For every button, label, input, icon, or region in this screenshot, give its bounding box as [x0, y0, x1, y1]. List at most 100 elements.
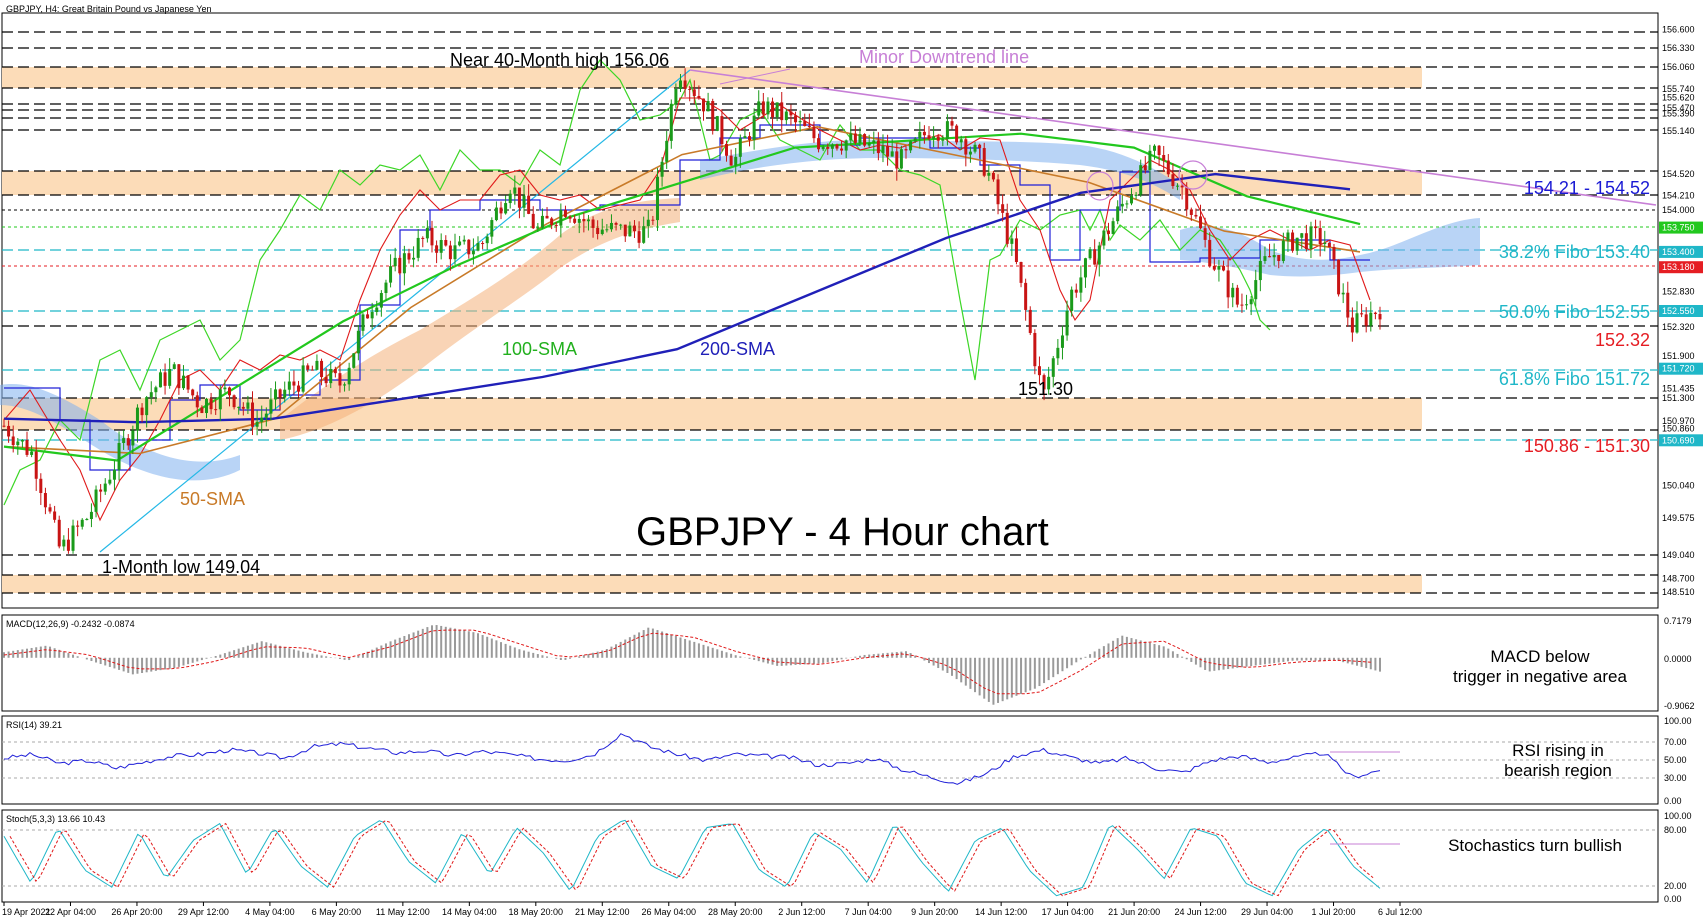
- candle-body: [1106, 230, 1110, 234]
- time-axis-label: 22 Apr 04:00: [45, 907, 96, 917]
- rsi-note-line2: bearish region: [1504, 761, 1612, 780]
- candle-body: [798, 121, 802, 123]
- candle-body: [356, 330, 360, 354]
- candle-body: [904, 149, 908, 151]
- candle-body: [1360, 313, 1364, 315]
- time-axis-label: 29 Apr 12:00: [178, 907, 229, 917]
- candle-body: [1162, 155, 1166, 161]
- candle-body: [508, 193, 512, 204]
- candle-body: [283, 389, 287, 398]
- candle-body: [241, 406, 245, 409]
- candle-body: [899, 149, 903, 169]
- candle-body: [1245, 304, 1249, 306]
- candle-body: [375, 307, 379, 312]
- candle-body: [1166, 160, 1170, 175]
- candle-body: [1143, 165, 1147, 171]
- candle-body: [1129, 195, 1133, 204]
- candle-body: [1222, 265, 1226, 271]
- candle-body: [1185, 187, 1189, 210]
- candle-body: [57, 519, 61, 547]
- level-label-fib-382: 38.2% Fibo 153.40: [1499, 242, 1650, 262]
- candle-body: [287, 381, 291, 390]
- candle-body: [757, 101, 761, 116]
- candle-body: [1268, 256, 1272, 258]
- candle-body: [890, 151, 894, 157]
- candle-body: [462, 239, 466, 242]
- candle-body: [1350, 317, 1354, 333]
- candle-body: [720, 116, 724, 145]
- candle-body: [803, 121, 807, 127]
- candle-body: [1139, 165, 1143, 195]
- time-axis-label: 24 Jun 12:00: [1175, 907, 1227, 917]
- candle-body: [927, 135, 931, 139]
- candle-body: [959, 139, 963, 143]
- candle-body: [1277, 255, 1281, 261]
- candle-body: [780, 102, 784, 121]
- candle-body: [140, 407, 144, 416]
- candle-body: [1120, 203, 1124, 207]
- candle-body: [766, 101, 770, 115]
- candle-body: [1083, 258, 1087, 278]
- candle-body: [163, 372, 167, 386]
- rsi-label: RSI(14) 39.21: [6, 720, 62, 730]
- candle-body: [982, 148, 986, 176]
- time-axis-label: 14 May 04:00: [442, 907, 497, 917]
- price-axis-label: 155.740: [1662, 84, 1695, 94]
- candle-body: [379, 293, 383, 308]
- candle-body: [559, 210, 563, 226]
- price-axis-label: 152.550: [1662, 306, 1695, 316]
- candle-body: [1047, 376, 1051, 390]
- rsi-axis-30: 30.00: [1664, 773, 1687, 783]
- candle-body: [1010, 238, 1014, 244]
- level-label-154: 154.21 - 154.52: [1524, 178, 1650, 198]
- candle-body: [987, 172, 991, 176]
- candle-body: [1355, 313, 1359, 333]
- price-axis-label: 156.330: [1662, 43, 1695, 53]
- macd-note-line1: MACD below: [1490, 647, 1590, 666]
- candle-body: [204, 398, 208, 414]
- candle-body: [154, 387, 158, 393]
- candle-body: [527, 195, 531, 214]
- candle-body: [1286, 232, 1290, 241]
- candle-body: [333, 369, 337, 374]
- candle-body: [973, 144, 977, 152]
- candle-body: [1060, 335, 1064, 348]
- price-axis-label: 149.575: [1662, 513, 1695, 523]
- macd-axis-min: -0.9062: [1664, 701, 1695, 711]
- candle-body: [131, 430, 135, 446]
- candle-body: [1024, 282, 1028, 310]
- candle-body: [324, 377, 328, 384]
- candle-body: [320, 360, 324, 378]
- annotation-200-sma: 200-SMA: [700, 339, 775, 359]
- minor-downtrend-line: [689, 69, 1657, 206]
- annotation-40-month-high: Near 40-Month high 156.06: [450, 50, 669, 70]
- candle-body: [1070, 289, 1074, 311]
- price-axis-label: 155.140: [1662, 126, 1695, 136]
- candle-body: [1300, 233, 1304, 238]
- main-price-panel: GBPJPY, H4: Great Britain Pound vs Japan…: [0, 4, 1703, 609]
- stoch-signal-line: [9, 819, 1374, 897]
- candle-body: [1226, 270, 1230, 298]
- candle-body: [504, 203, 508, 214]
- price-axis-label: 153.750: [1662, 223, 1695, 233]
- candle-body: [743, 136, 747, 139]
- candle-body: [1056, 347, 1060, 359]
- candle-body: [771, 101, 775, 118]
- time-axis-label: 18 May 20:00: [509, 907, 564, 917]
- candle-body: [264, 413, 268, 418]
- candle-body: [1199, 216, 1203, 229]
- level-label-fib-500: 50.0% Fibo 152.55: [1499, 302, 1650, 322]
- price-candles: [2, 68, 1382, 554]
- candle-body: [660, 161, 664, 177]
- candle-body: [550, 218, 554, 226]
- uptrend-line: [99, 69, 691, 553]
- candle-body: [439, 239, 443, 253]
- candle-body: [99, 489, 103, 492]
- candle-body: [108, 479, 112, 484]
- candle-body: [1291, 232, 1295, 251]
- candle-body: [863, 134, 867, 146]
- candle-body: [1097, 245, 1101, 265]
- candle-body: [1212, 265, 1216, 270]
